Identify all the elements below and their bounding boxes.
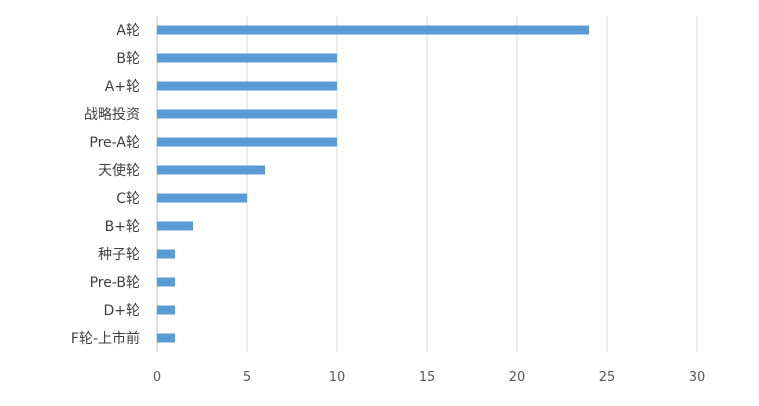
x-tick-label: 15 (419, 370, 436, 385)
bar (157, 53, 337, 63)
category-label: A+轮 (105, 79, 140, 95)
x-tick-label: 20 (509, 370, 526, 385)
category-label: F轮-上市前 (71, 330, 140, 347)
category-label: 种子轮 (98, 247, 140, 263)
bar (157, 25, 589, 35)
category-label: 天使轮 (98, 162, 140, 179)
bar (157, 165, 265, 175)
bars (157, 25, 589, 343)
bar (157, 249, 175, 259)
x-tick-label: 25 (599, 370, 616, 385)
bar (157, 109, 337, 119)
bar (157, 277, 175, 287)
category-label: 战略投资 (84, 107, 140, 123)
x-tick-label: 0 (153, 370, 161, 385)
bar (157, 81, 337, 91)
category-label: C轮 (116, 191, 140, 207)
bar (157, 333, 175, 343)
category-label: B+轮 (105, 219, 140, 235)
x-tick-labels: 0 5 10 15 20 25 30 (153, 370, 705, 385)
category-label: B轮 (116, 51, 140, 67)
x-tick-label: 30 (689, 370, 706, 385)
x-tick-label: 5 (243, 370, 251, 385)
category-label: Pre-A轮 (89, 135, 140, 151)
category-label: A轮 (116, 23, 140, 39)
category-label: D+轮 (103, 303, 140, 319)
bar (157, 221, 193, 231)
category-label: Pre-B轮 (90, 275, 140, 291)
bar (157, 305, 175, 315)
x-tick-label: 10 (329, 370, 346, 385)
bar (157, 137, 337, 147)
bar (157, 193, 247, 203)
grid-lines (156, 16, 698, 352)
